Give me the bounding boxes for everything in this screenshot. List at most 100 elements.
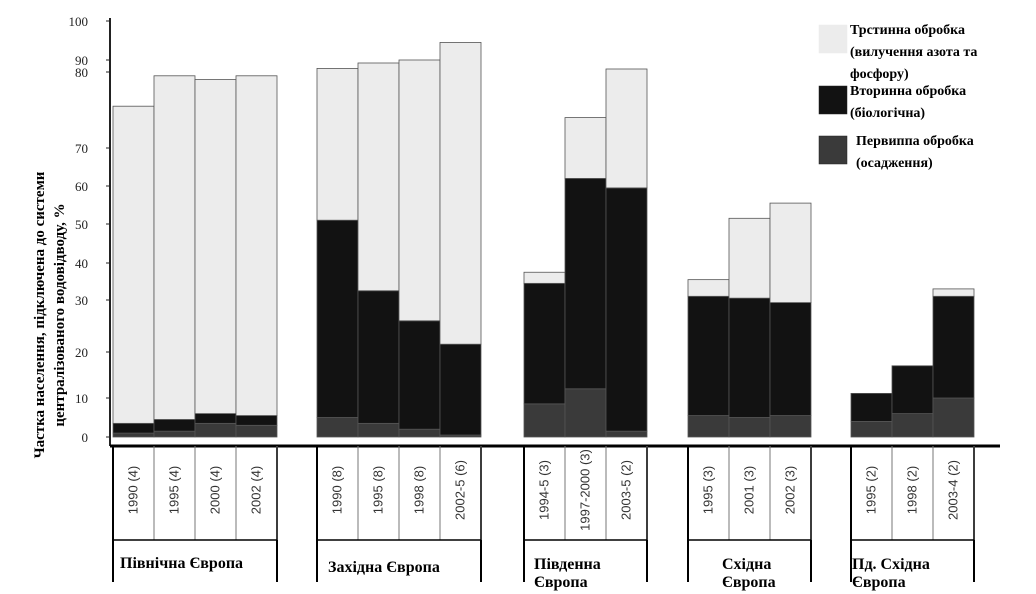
legend-label: Вторинна обробка [850, 84, 966, 99]
group-label: Південна [534, 556, 601, 573]
y-tick-label: 30 [75, 293, 88, 308]
bar-segment-primary [398, 428, 441, 438]
category-label: 2000 (4) [208, 466, 223, 514]
y-tick-label: 60 [75, 179, 88, 194]
group-label: Європа [852, 574, 906, 591]
bar-segment-primary [769, 415, 812, 438]
bar-segment-primary [891, 413, 934, 438]
bar-segment-primary [153, 430, 196, 438]
legend-label: (осадження) [856, 156, 933, 171]
y-tick-label: 80 [75, 65, 88, 80]
bar-segment-tertiary [235, 75, 278, 416]
bar-segment-tertiary [523, 271, 566, 284]
category-label: 1997-2000 (3) [578, 449, 593, 531]
bar-segment-secondary [112, 422, 155, 434]
legend-label: Первиппа обробка [856, 134, 974, 149]
bar-segment-tertiary [932, 288, 975, 297]
group-label: Східна [722, 556, 771, 573]
bar-segment-tertiary [153, 75, 196, 420]
legend-label: (вилучення азота та [850, 45, 977, 60]
category-label: 1990 (4) [126, 466, 141, 514]
bar-segment-secondary [235, 415, 278, 426]
category-label: 2002 (4) [249, 466, 264, 514]
category-label: 1995 (3) [701, 466, 716, 514]
bar-segment-secondary [769, 302, 812, 416]
category-label: 1995 (2) [864, 466, 879, 514]
category-label: 2002-5 (6) [453, 460, 468, 520]
bar-segment-secondary [687, 295, 730, 416]
category-label: 1994-5 (3) [537, 460, 552, 520]
group-label: Пд. Східна [852, 556, 930, 573]
legend-label: фосфору) [850, 67, 909, 82]
bar-segment-tertiary [439, 42, 482, 345]
y-tick-label: 70 [75, 141, 88, 156]
y-tick-label: 10 [75, 391, 88, 406]
bar-segment-tertiary [605, 68, 648, 189]
bar-segment-primary [728, 417, 771, 438]
bar-segment-secondary [439, 343, 482, 436]
bar-segment-primary [523, 403, 566, 438]
y-tick-label: 0 [82, 430, 89, 445]
legend: Трстинна обробка (вилучення азота та фосфо… [818, 23, 977, 171]
bar-segment-primary [235, 424, 278, 438]
bar-segment-primary [932, 397, 975, 438]
legend-swatch [818, 24, 848, 54]
y-tick-label: 20 [75, 345, 88, 360]
group-label: Європа [722, 574, 776, 591]
legend-label: (біологічна) [850, 106, 925, 121]
category-label: 1995 (8) [371, 466, 386, 514]
y-tick-label: 40 [75, 256, 88, 271]
bar-segment-secondary [194, 413, 237, 424]
y-tick-label: 100 [69, 14, 89, 29]
y-axis-label-line1: Частка населення, підключена до системи [32, 171, 48, 458]
y-tick-label: 50 [75, 217, 88, 232]
bar-segment-primary [564, 388, 607, 438]
bar-segment-tertiary [564, 117, 607, 179]
group-label: Північна Європа [120, 555, 243, 572]
bar-segment-secondary [153, 419, 196, 432]
y-tick-label: 90 [75, 53, 88, 68]
bar-segment-tertiary [316, 68, 359, 221]
bar-segment-primary [605, 430, 648, 438]
bar-segment-primary [194, 422, 237, 438]
y-axis-label: Частка населення, підключена до системи … [32, 171, 68, 458]
bar-segment-secondary [357, 290, 400, 424]
category-label: 2002 (3) [783, 466, 798, 514]
bar-segment-secondary [932, 295, 975, 399]
bar-segment-tertiary [194, 79, 237, 414]
bar-segment-tertiary [769, 202, 812, 304]
bar-segment-tertiary [728, 217, 771, 299]
bar-segment-primary [357, 422, 400, 438]
bar-segment-tertiary [357, 62, 400, 292]
category-label: 2003-5 (2) [619, 460, 634, 520]
y-axis-label-line2: централізованого водовідводу, % [52, 203, 68, 426]
legend-swatch [818, 135, 848, 165]
bar-segment-secondary [850, 392, 893, 422]
bar-segment-primary [112, 432, 155, 438]
category-label: 1990 (8) [330, 466, 345, 514]
bar-segment-secondary [605, 187, 648, 432]
legend-label: Трстинна обробка [850, 23, 965, 38]
category-label: 1995 (4) [167, 466, 182, 514]
category-label: 2003-4 (2) [946, 460, 961, 520]
category-label: 1998 (8) [412, 466, 427, 514]
bar-segment-primary [687, 415, 730, 438]
bar-segment-secondary [728, 297, 771, 418]
category-label: 2001 (3) [742, 466, 757, 514]
bar-segment-tertiary [687, 279, 730, 297]
group-label: Європа [534, 574, 588, 591]
bar-segment-tertiary [398, 59, 441, 322]
bar-segment-secondary [316, 219, 359, 418]
bar-segment-secondary [398, 320, 441, 430]
bar-segment-primary [316, 417, 359, 438]
legend-swatch [818, 85, 848, 115]
bar-segment-secondary [891, 365, 934, 414]
category-labels: 1990 (4) 1995 (4) 2000 (4) 2002 (4) Північна… [112, 446, 975, 591]
bar-segment-tertiary [112, 105, 155, 424]
bar-segment-secondary [564, 177, 607, 390]
bar-segment-primary [850, 420, 893, 438]
group-label: Західна Європа [328, 559, 440, 576]
bars-layer [112, 42, 975, 438]
category-label: 1998 (2) [905, 466, 920, 514]
